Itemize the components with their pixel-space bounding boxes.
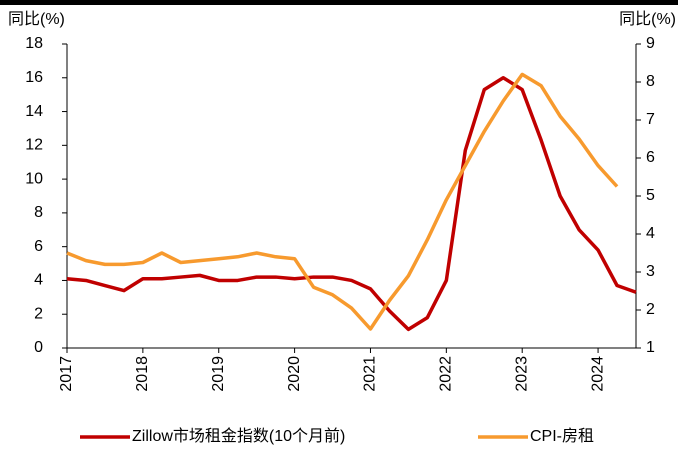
y-tick-label: 6: [34, 238, 43, 255]
x-tick-label: 2021: [362, 356, 379, 392]
y2-tick-label: 9: [646, 35, 655, 52]
line-series: [66, 72, 619, 331]
x-tick-label: 2022: [438, 356, 455, 392]
y-tick-label: 14: [25, 103, 43, 120]
x-tick-label: 2024: [589, 356, 606, 392]
legend-label: CPI-房租: [530, 427, 594, 445]
x-tick-label: 2019: [210, 356, 227, 392]
y-tick-label: 10: [25, 170, 43, 187]
line-series: [66, 76, 637, 332]
y2-tick-label: 8: [646, 73, 655, 90]
y-tick-label: 18: [25, 35, 43, 52]
y2-tick-label: 7: [646, 111, 655, 128]
y-axis-label: 同比(%): [8, 10, 65, 28]
y-tick-label: 8: [34, 204, 43, 221]
y2-tick-label: 1: [646, 339, 655, 356]
y-tick-label: 4: [34, 272, 43, 289]
y2-axis-label: 同比(%): [619, 10, 676, 28]
y-tick-label: 2: [34, 305, 43, 322]
y2-tick-label: 4: [646, 225, 655, 242]
top-bar: [0, 0, 678, 5]
y2-tick-label: 2: [646, 301, 655, 318]
x-tick-label: 2023: [513, 356, 530, 392]
x-tick-label: 2017: [58, 356, 75, 392]
y-tick-label: 16: [25, 69, 43, 86]
y2-tick-label: 5: [646, 187, 655, 204]
y2-tick-label: 6: [646, 149, 655, 166]
legend-label: Zillow市场租金指数(10个月前): [132, 427, 345, 445]
x-tick-label: 2020: [286, 356, 303, 392]
x-tick-label: 2018: [134, 356, 151, 392]
y-tick-label: 0: [34, 339, 43, 356]
y-tick-label: 12: [25, 137, 43, 154]
y2-tick-label: 3: [646, 263, 655, 280]
